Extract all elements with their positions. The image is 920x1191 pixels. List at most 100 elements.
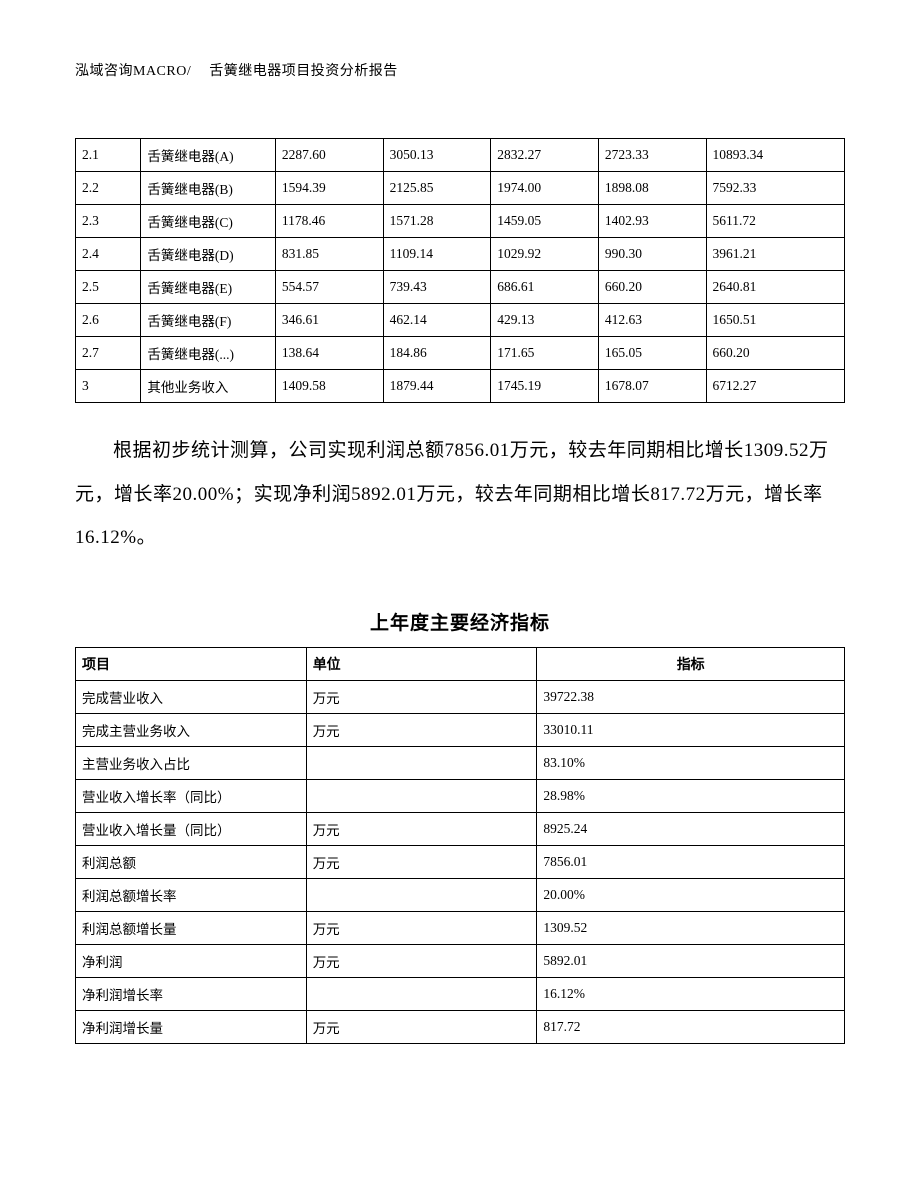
table-cell: 其他业务收入 [141, 370, 276, 403]
table-cell: 舌簧继电器(E) [141, 271, 276, 304]
table-cell [306, 879, 537, 912]
table-cell: 2723.33 [598, 139, 706, 172]
table-cell: 83.10% [537, 747, 845, 780]
table-cell: 1109.14 [383, 238, 491, 271]
table-row: 主营业务收入占比 83.10% [76, 747, 845, 780]
table-cell: 33010.11 [537, 714, 845, 747]
table-cell: 净利润 [76, 945, 307, 978]
table2-col-unit: 单位 [306, 648, 537, 681]
table-cell: 舌簧继电器(D) [141, 238, 276, 271]
table-cell: 686.61 [491, 271, 599, 304]
table-row: 完成主营业务收入万元33010.11 [76, 714, 845, 747]
table-row: 2.1舌簧继电器(A)2287.603050.132832.272723.331… [76, 139, 845, 172]
table-cell: 净利润增长量 [76, 1011, 307, 1044]
table-cell: 1678.07 [598, 370, 706, 403]
table-row: 营业收入增长量（同比）万元8925.24 [76, 813, 845, 846]
table-cell: 817.72 [537, 1011, 845, 1044]
table-row: 利润总额增长量万元1309.52 [76, 912, 845, 945]
table-cell: 39722.38 [537, 681, 845, 714]
table-row: 2.7舌簧继电器(...)138.64184.86171.65165.05660… [76, 337, 845, 370]
header-right: 舌簧继电器项目投资分析报告 [209, 64, 398, 79]
table-row: 净利润万元5892.01 [76, 945, 845, 978]
table-cell: 20.00% [537, 879, 845, 912]
table-cell: 主营业务收入占比 [76, 747, 307, 780]
table-row: 净利润增长率 16.12% [76, 978, 845, 1011]
table-cell: 1650.51 [706, 304, 844, 337]
table-row: 2.5舌簧继电器(E)554.57739.43686.61660.202640.… [76, 271, 845, 304]
summary-paragraph: 根据初步统计测算，公司实现利润总额7856.01万元，较去年同期相比增长1309… [75, 429, 845, 560]
table-cell: 831.85 [275, 238, 383, 271]
table-cell: 3050.13 [383, 139, 491, 172]
table-cell: 2640.81 [706, 271, 844, 304]
table-row: 2.4舌簧继电器(D)831.851109.141029.92990.30396… [76, 238, 845, 271]
table-cell: 2.3 [76, 205, 141, 238]
table-cell: 利润总额增长率 [76, 879, 307, 912]
prior-year-indicators-table: 项目 单位 指标 完成营业收入万元39722.38完成主营业务收入万元33010… [75, 647, 845, 1044]
table-cell: 554.57 [275, 271, 383, 304]
table-cell: 3 [76, 370, 141, 403]
table-row: 2.2舌簧继电器(B)1594.392125.851974.001898.087… [76, 172, 845, 205]
table-cell: 165.05 [598, 337, 706, 370]
table-row: 利润总额增长率 20.00% [76, 879, 845, 912]
table-cell: 7856.01 [537, 846, 845, 879]
table-cell: 完成主营业务收入 [76, 714, 307, 747]
table2-body: 完成营业收入万元39722.38完成主营业务收入万元33010.11主营业务收入… [76, 681, 845, 1044]
table-cell: 万元 [306, 912, 537, 945]
table-row: 完成营业收入万元39722.38 [76, 681, 845, 714]
table-cell: 1571.28 [383, 205, 491, 238]
table-cell: 1898.08 [598, 172, 706, 205]
table-cell: 净利润增长率 [76, 978, 307, 1011]
table2-col-indicator: 指标 [537, 648, 845, 681]
table-cell: 1402.93 [598, 205, 706, 238]
table-cell: 完成营业收入 [76, 681, 307, 714]
table-cell: 6712.27 [706, 370, 844, 403]
table-cell: 1029.92 [491, 238, 599, 271]
table2-col-project: 项目 [76, 648, 307, 681]
table-cell: 1309.52 [537, 912, 845, 945]
table-cell [306, 747, 537, 780]
table-cell: 舌簧继电器(F) [141, 304, 276, 337]
table-cell: 429.13 [491, 304, 599, 337]
table-cell: 1178.46 [275, 205, 383, 238]
table-cell: 1879.44 [383, 370, 491, 403]
table-cell: 739.43 [383, 271, 491, 304]
table-cell: 1459.05 [491, 205, 599, 238]
table-cell [306, 978, 537, 1011]
table-cell: 万元 [306, 714, 537, 747]
table-cell: 万元 [306, 1011, 537, 1044]
table-row: 营业收入增长率（同比） 28.98% [76, 780, 845, 813]
table-row: 3其他业务收入1409.581879.441745.191678.076712.… [76, 370, 845, 403]
table-cell: 346.61 [275, 304, 383, 337]
header-left: 泓域咨询MACRO/ [75, 64, 191, 79]
table1-body: 2.1舌簧继电器(A)2287.603050.132832.272723.331… [76, 139, 845, 403]
table2-header-row: 项目 单位 指标 [76, 648, 845, 681]
table-cell: 10893.34 [706, 139, 844, 172]
table-cell: 5892.01 [537, 945, 845, 978]
table-cell: 舌簧继电器(B) [141, 172, 276, 205]
table-cell: 2.5 [76, 271, 141, 304]
table-cell: 1745.19 [491, 370, 599, 403]
table-cell: 万元 [306, 813, 537, 846]
table-cell: 舌簧继电器(A) [141, 139, 276, 172]
table-cell: 1409.58 [275, 370, 383, 403]
table-cell: 184.86 [383, 337, 491, 370]
table-cell [306, 780, 537, 813]
table-cell: 万元 [306, 945, 537, 978]
table-cell: 2.2 [76, 172, 141, 205]
table-cell: 2125.85 [383, 172, 491, 205]
table-cell: 138.64 [275, 337, 383, 370]
table-cell: 28.98% [537, 780, 845, 813]
table-cell: 990.30 [598, 238, 706, 271]
table-cell: 2.4 [76, 238, 141, 271]
table-cell: 万元 [306, 681, 537, 714]
table-cell: 营业收入增长率（同比） [76, 780, 307, 813]
table-row: 利润总额万元7856.01 [76, 846, 845, 879]
table-cell: 16.12% [537, 978, 845, 1011]
table-cell: 2832.27 [491, 139, 599, 172]
table-cell: 3961.21 [706, 238, 844, 271]
table-cell: 1974.00 [491, 172, 599, 205]
table-cell: 8925.24 [537, 813, 845, 846]
table-cell: 2.1 [76, 139, 141, 172]
table2-title: 上年度主要经济指标 [75, 608, 845, 635]
revenue-breakdown-table: 2.1舌簧继电器(A)2287.603050.132832.272723.331… [75, 138, 845, 403]
